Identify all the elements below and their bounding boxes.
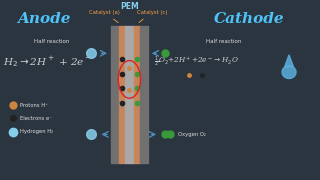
Text: Cathode: Cathode bbox=[214, 12, 284, 26]
Bar bbox=[111, 26, 119, 163]
Bar bbox=[119, 26, 125, 163]
Text: $\frac{1}{2}$O$_2$+2H$^+$+2e$^-$$\rightarrow$H$_2$O: $\frac{1}{2}$O$_2$+2H$^+$+2e$^-$$\righta… bbox=[154, 55, 239, 69]
Text: Oxygen O₂: Oxygen O₂ bbox=[178, 132, 205, 137]
Text: Catalyst (a): Catalyst (a) bbox=[89, 10, 120, 23]
Text: H$_2$$\rightarrow$2H$^+$ + 2e$^-$: H$_2$$\rightarrow$2H$^+$ + 2e$^-$ bbox=[3, 55, 92, 69]
Text: Protons H⁺: Protons H⁺ bbox=[20, 103, 48, 108]
Text: PEM: PEM bbox=[120, 2, 139, 11]
Text: Electrons e⁻: Electrons e⁻ bbox=[20, 116, 52, 121]
Bar bbox=[134, 26, 140, 163]
Text: Half reaction: Half reaction bbox=[206, 39, 241, 44]
Polygon shape bbox=[284, 55, 293, 67]
Text: Anode: Anode bbox=[17, 12, 70, 26]
Text: Hydrogen H₂: Hydrogen H₂ bbox=[20, 129, 53, 134]
Bar bbox=[140, 26, 148, 163]
Polygon shape bbox=[282, 66, 296, 78]
Bar bbox=[125, 26, 134, 163]
Text: Half reaction: Half reaction bbox=[34, 39, 69, 44]
Text: Catalyst (c): Catalyst (c) bbox=[137, 10, 167, 23]
